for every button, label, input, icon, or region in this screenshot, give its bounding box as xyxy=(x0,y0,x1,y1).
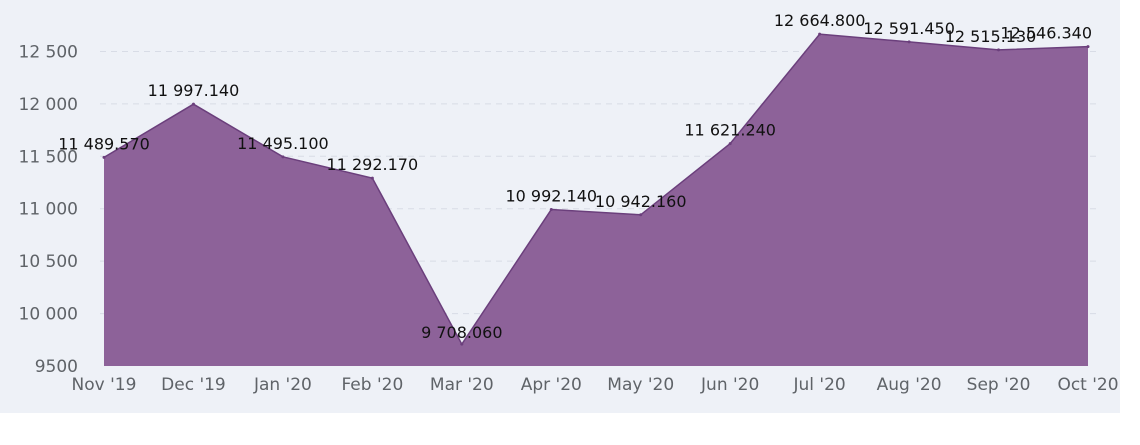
data-label: 10 992.140 xyxy=(505,187,597,206)
x-tick-label: Nov '19 xyxy=(72,375,137,395)
data-point xyxy=(907,40,911,44)
x-tick-label: Dec '19 xyxy=(161,375,226,395)
data-label: 12 546.340 xyxy=(1000,24,1092,43)
data-point xyxy=(1086,45,1090,49)
x-tick-label: May '20 xyxy=(607,375,674,395)
x-tick-label: Feb '20 xyxy=(341,375,403,395)
data-label: 11 495.100 xyxy=(237,134,329,153)
data-label: 11 292.170 xyxy=(327,155,419,174)
data-label: 11 997.140 xyxy=(148,81,240,100)
y-tick-label: 10 500 xyxy=(19,252,78,272)
x-tick-label: Aug '20 xyxy=(877,375,942,395)
data-point xyxy=(460,342,464,346)
data-point xyxy=(728,142,732,146)
data-label: 10 942.160 xyxy=(595,192,687,211)
data-point xyxy=(102,155,106,159)
data-point xyxy=(818,32,822,36)
x-tick-label: Apr '20 xyxy=(521,375,582,395)
data-point xyxy=(997,48,1001,52)
data-point xyxy=(639,213,643,217)
y-tick-label: 9500 xyxy=(35,357,78,377)
data-point xyxy=(370,176,374,180)
data-label: 12 664.800 xyxy=(774,11,866,30)
x-tick-label: Mar '20 xyxy=(430,375,494,395)
area-fill xyxy=(104,34,1088,367)
x-tick-label: Jul '20 xyxy=(793,375,846,395)
y-tick-label: 11 000 xyxy=(19,200,78,220)
data-label: 11 489.570 xyxy=(58,134,150,153)
x-tick-label: Jan '20 xyxy=(253,375,312,395)
y-tick-label: 12 500 xyxy=(19,42,78,62)
data-label: 9 708.060 xyxy=(421,323,502,342)
data-point xyxy=(281,155,285,159)
chart-area: 9500 10 000 10 500 11 000 11 500 12 000 12 500… xyxy=(0,0,1120,413)
y-tick-label: 12 000 xyxy=(19,95,78,115)
y-tick-label: 11 500 xyxy=(19,147,78,167)
data-label: 11 621.240 xyxy=(684,121,776,140)
data-label: 12 515.130 xyxy=(945,27,1037,46)
area-chart: 9500 10 000 10 500 11 000 11 500 12 000 12 500… xyxy=(19,11,1119,395)
series-line xyxy=(103,33,1089,346)
y-tick-label: 10 000 xyxy=(19,305,78,325)
data-point xyxy=(549,208,553,212)
x-tick-label: Oct '20 xyxy=(1057,375,1118,395)
data-point xyxy=(191,102,195,106)
x-tick-label: Jun '20 xyxy=(700,375,759,395)
data-label: 12 591.450 xyxy=(863,19,955,38)
x-tick-label: Sep '20 xyxy=(967,375,1031,395)
